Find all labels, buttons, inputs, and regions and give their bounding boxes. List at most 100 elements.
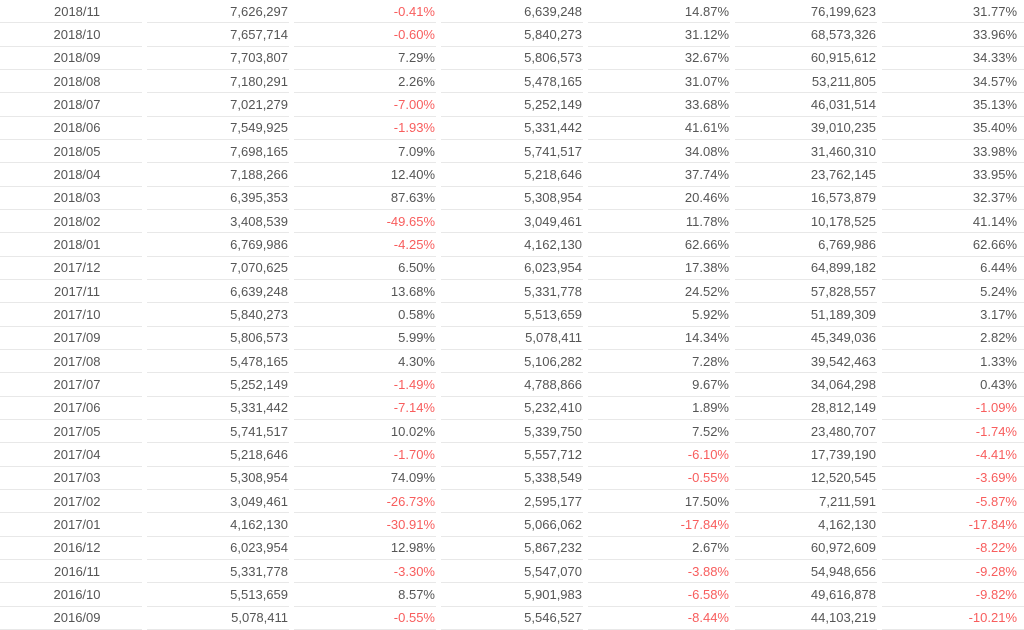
cell-yoy-change: 41.61% [588, 117, 730, 140]
table-row: 2016/11 5,331,778 -3.30% 5,547,070 -3.88% 54,… [0, 560, 1024, 584]
table-row: 2018/08 7,180,291 2.26% 5,478,165 31.07% 53,2… [0, 70, 1024, 94]
table-row: 2018/10 7,657,714 -0.60% 5,840,273 31.12% 68,… [0, 23, 1024, 47]
cell-cumulative-value: 68,573,326 [735, 23, 877, 47]
table-row: 2017/04 5,218,646 -1.70% 5,557,712 -6.10% 17,… [0, 443, 1024, 467]
cell-cumulative-yoy: 3.17% [882, 303, 1024, 327]
cell-monthly-value: 5,308,954 [147, 467, 289, 490]
cell-prev-year-value: 2,595,177 [441, 490, 583, 514]
cell-month: 2017/01 [0, 513, 142, 537]
cell-cumulative-value: 16,573,879 [735, 187, 877, 210]
cell-yoy-change: 14.34% [588, 327, 730, 350]
cell-month: 2016/12 [0, 537, 142, 560]
cell-cumulative-yoy: 35.40% [882, 117, 1024, 140]
cell-monthly-value: 5,806,573 [147, 327, 289, 350]
cell-prev-year-value: 5,218,646 [441, 163, 583, 187]
cell-cumulative-value: 57,828,557 [735, 280, 877, 304]
cell-monthly-value: 5,478,165 [147, 350, 289, 374]
cell-month: 2018/09 [0, 47, 142, 70]
table-row: 2018/04 7,188,266 12.40% 5,218,646 37.74% 23,… [0, 163, 1024, 187]
cell-monthly-value: 5,741,517 [147, 420, 289, 444]
table-row: 2017/10 5,840,273 0.58% 5,513,659 5.92% 51,18… [0, 303, 1024, 327]
cell-month: 2018/02 [0, 210, 142, 234]
cell-cumulative-yoy: 41.14% [882, 210, 1024, 234]
cell-cumulative-value: 17,739,190 [735, 443, 877, 467]
cell-mom-change: 7.09% [294, 140, 436, 164]
cell-yoy-change: 20.46% [588, 187, 730, 210]
cell-cumulative-value: 31,460,310 [735, 140, 877, 164]
cell-monthly-value: 6,023,954 [147, 537, 289, 560]
table-row: 2017/06 5,331,442 -7.14% 5,232,410 1.89% 28,8… [0, 397, 1024, 420]
cell-yoy-change: 17.50% [588, 490, 730, 514]
cell-monthly-value: 6,395,353 [147, 187, 289, 210]
cell-cumulative-yoy: 34.33% [882, 47, 1024, 70]
cell-monthly-value: 7,698,165 [147, 140, 289, 164]
cell-mom-change: 7.29% [294, 47, 436, 70]
cell-cumulative-yoy: 5.24% [882, 280, 1024, 304]
cell-mom-change: -7.00% [294, 93, 436, 117]
cell-cumulative-value: 6,769,986 [735, 233, 877, 257]
cell-cumulative-value: 10,178,525 [735, 210, 877, 234]
cell-prev-year-value: 5,106,282 [441, 350, 583, 374]
cell-month: 2018/11 [0, 0, 142, 24]
cell-cumulative-yoy: -3.69% [882, 467, 1024, 490]
cell-monthly-value: 6,639,248 [147, 280, 289, 304]
cell-cumulative-value: 60,972,609 [735, 537, 877, 560]
cell-cumulative-yoy: 0.43% [882, 373, 1024, 397]
cell-cumulative-value: 53,211,805 [735, 70, 877, 94]
cell-monthly-value: 5,513,659 [147, 583, 289, 607]
table-row: 2018/01 6,769,986 -4.25% 4,162,130 62.66% 6,7… [0, 233, 1024, 257]
cell-prev-year-value: 5,546,527 [441, 607, 583, 630]
table-row: 2017/12 7,070,625 6.50% 6,023,954 17.38% 64,8… [0, 257, 1024, 280]
cell-mom-change: 4.30% [294, 350, 436, 374]
cell-month: 2017/09 [0, 327, 142, 350]
cell-month: 2017/08 [0, 350, 142, 374]
cell-cumulative-yoy: 35.13% [882, 93, 1024, 117]
cell-month: 2017/10 [0, 303, 142, 327]
cell-mom-change: -4.25% [294, 233, 436, 257]
cell-yoy-change: 33.68% [588, 93, 730, 117]
cell-monthly-value: 7,549,925 [147, 117, 289, 140]
cell-cumulative-yoy: -1.09% [882, 397, 1024, 420]
cell-mom-change: 10.02% [294, 420, 436, 444]
cell-yoy-change: 31.07% [588, 70, 730, 94]
cell-month: 2016/09 [0, 607, 142, 630]
cell-month: 2018/01 [0, 233, 142, 257]
cell-monthly-value: 5,218,646 [147, 443, 289, 467]
cell-prev-year-value: 5,806,573 [441, 47, 583, 70]
cell-cumulative-yoy: -17.84% [882, 513, 1024, 537]
cell-yoy-change: 37.74% [588, 163, 730, 187]
cell-cumulative-value: 49,616,878 [735, 583, 877, 607]
cell-mom-change: 87.63% [294, 187, 436, 210]
cell-cumulative-yoy: 32.37% [882, 187, 1024, 210]
cell-cumulative-yoy: 2.82% [882, 327, 1024, 350]
cell-cumulative-yoy: 31.77% [882, 0, 1024, 24]
cell-mom-change: -1.93% [294, 117, 436, 140]
cell-month: 2018/05 [0, 140, 142, 164]
cell-cumulative-value: 7,211,591 [735, 490, 877, 514]
cell-cumulative-yoy: 62.66% [882, 233, 1024, 257]
cell-cumulative-yoy: -9.82% [882, 583, 1024, 607]
cell-mom-change: -7.14% [294, 397, 436, 420]
cell-cumulative-yoy: -1.74% [882, 420, 1024, 444]
cell-month: 2018/08 [0, 70, 142, 94]
cell-prev-year-value: 5,901,983 [441, 583, 583, 607]
cell-monthly-value: 3,049,461 [147, 490, 289, 514]
cell-yoy-change: 7.28% [588, 350, 730, 374]
cell-cumulative-yoy: 6.44% [882, 257, 1024, 280]
cell-prev-year-value: 6,639,248 [441, 0, 583, 24]
cell-prev-year-value: 5,338,549 [441, 467, 583, 490]
cell-mom-change: -0.41% [294, 0, 436, 24]
cell-yoy-change: 7.52% [588, 420, 730, 444]
cell-yoy-change: 1.89% [588, 397, 730, 420]
cell-month: 2018/03 [0, 187, 142, 210]
cell-monthly-value: 5,331,442 [147, 397, 289, 420]
cell-cumulative-yoy: -10.21% [882, 607, 1024, 630]
cell-cumulative-value: 39,542,463 [735, 350, 877, 374]
cell-cumulative-yoy: 1.33% [882, 350, 1024, 374]
table-row: 2018/07 7,021,279 -7.00% 5,252,149 33.68% 46,… [0, 93, 1024, 117]
cell-prev-year-value: 5,252,149 [441, 93, 583, 117]
cell-monthly-value: 7,180,291 [147, 70, 289, 94]
cell-yoy-change: 14.87% [588, 0, 730, 24]
table-row: 2017/03 5,308,954 74.09% 5,338,549 -0.55% 12,… [0, 467, 1024, 490]
